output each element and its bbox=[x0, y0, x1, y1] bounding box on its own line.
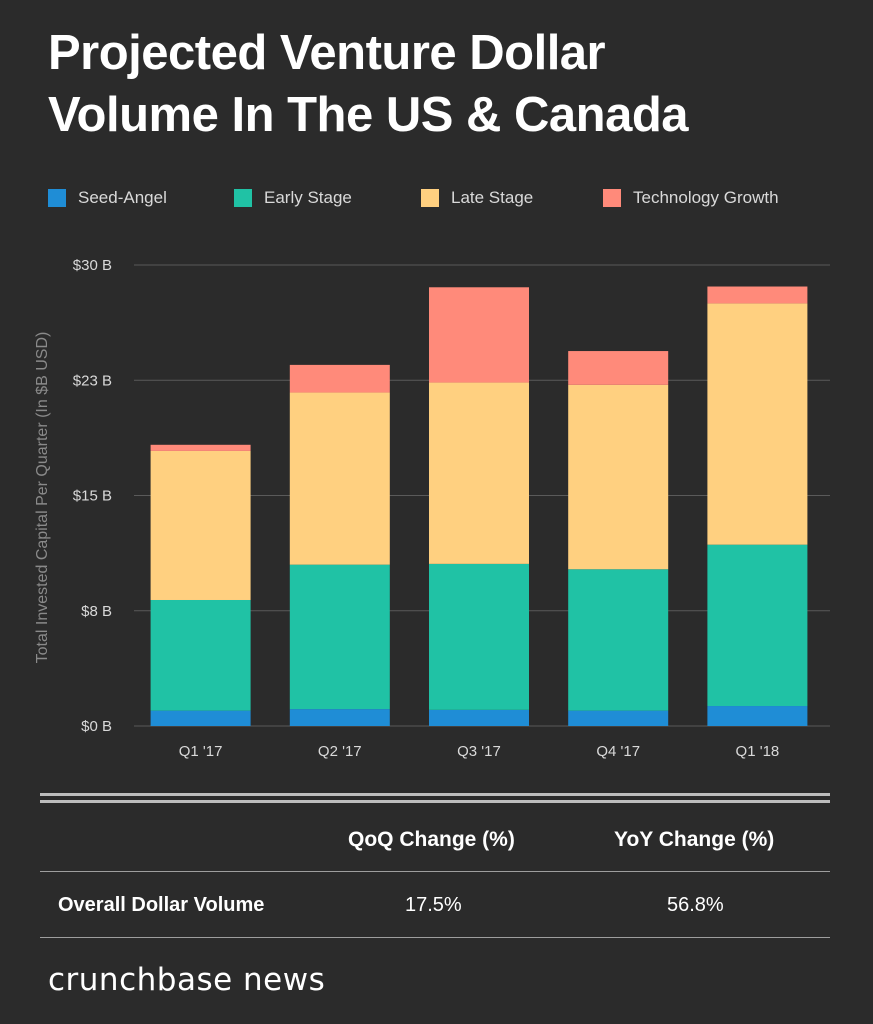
stats-divider-1 bbox=[40, 871, 830, 872]
legend-item-early-stage: Early Stage bbox=[234, 188, 352, 208]
bar-segment-late-stage bbox=[289, 392, 390, 565]
bar-segment-technology-growth bbox=[707, 286, 808, 304]
y-tick-label: $0 B bbox=[81, 718, 112, 735]
legend-label-seed-angel: Seed-Angel bbox=[78, 188, 167, 207]
legend-swatch-technology-growth bbox=[603, 189, 621, 207]
double-rule-bottom bbox=[40, 800, 830, 803]
y-tick-label: $23 B bbox=[73, 372, 112, 389]
y-tick-label: $8 B bbox=[81, 603, 112, 620]
legend: Seed-Angel Early Stage Late Stage Techno… bbox=[48, 188, 848, 212]
legend-item-seed-angel: Seed-Angel bbox=[48, 188, 167, 208]
y-tick-label: $30 B bbox=[73, 257, 112, 274]
x-tick-label: Q4 '17 bbox=[596, 743, 640, 760]
stacked-bar-chart: $0 B $8 B $15 B $23 B $30 B Total Invested Ca… bbox=[34, 257, 830, 760]
bar-segment-seed-angel bbox=[429, 709, 529, 726]
stats-value-yoy: 56.8% bbox=[667, 894, 724, 916]
y-tick-label: $15 B bbox=[73, 488, 112, 505]
legend-label-late-stage: Late Stage bbox=[451, 188, 534, 207]
bar-segment-seed-angel bbox=[568, 710, 669, 726]
bar-segment-late-stage bbox=[150, 450, 251, 600]
bar-segment-early-stage bbox=[289, 564, 390, 710]
brand-logo: crunchbase news bbox=[48, 962, 326, 998]
legend-label-early-stage: Early Stage bbox=[264, 188, 352, 207]
x-tick-label: Q1 '17 bbox=[179, 743, 223, 760]
x-tick-label: Q3 '17 bbox=[457, 743, 501, 760]
bar-segment-seed-angel bbox=[150, 710, 251, 726]
bar-segment-technology-growth bbox=[568, 351, 669, 385]
stats-divider-2 bbox=[40, 937, 830, 938]
bar-segment-seed-angel bbox=[289, 709, 390, 726]
chart-title-line-1: Projected Venture Dollar bbox=[48, 26, 606, 80]
bar-segment-technology-growth bbox=[150, 444, 251, 451]
legend-item-late-stage: Late Stage bbox=[421, 188, 533, 208]
bar-segment-technology-growth bbox=[429, 287, 529, 383]
bar-segment-early-stage bbox=[568, 569, 669, 711]
bar-segment-early-stage bbox=[707, 544, 808, 707]
x-tick-label: Q1 '18 bbox=[736, 743, 780, 760]
stats-row-label: Overall Dollar Volume bbox=[58, 894, 265, 916]
stats-header-qoq: QoQ Change (%) bbox=[348, 828, 515, 851]
bar-segment-early-stage bbox=[150, 599, 251, 711]
legend-label-technology-growth: Technology Growth bbox=[633, 188, 779, 207]
stats-header-yoy: YoY Change (%) bbox=[614, 828, 775, 851]
bar-segment-late-stage bbox=[568, 384, 669, 570]
legend-swatch-late-stage bbox=[421, 189, 439, 207]
y-axis-title: Total Invested Capital Per Quarter (In $… bbox=[34, 332, 51, 664]
legend-item-technology-growth: Technology Growth bbox=[603, 188, 779, 208]
legend-swatch-early-stage bbox=[234, 189, 252, 207]
bar-segment-late-stage bbox=[707, 303, 808, 545]
bar-segment-seed-angel bbox=[707, 706, 808, 726]
chart-title: Projected Venture Dollar Volume In The U… bbox=[48, 22, 848, 146]
double-rule-top bbox=[40, 793, 830, 796]
chart-title-line-2: Volume In The US & Canada bbox=[48, 88, 689, 142]
bar-segment-late-stage bbox=[429, 382, 529, 564]
x-tick-label: Q2 '17 bbox=[318, 743, 362, 760]
legend-swatch-seed-angel bbox=[48, 189, 66, 207]
bar-segment-early-stage bbox=[429, 563, 529, 710]
stats-value-qoq: 17.5% bbox=[405, 894, 462, 916]
bar-segment-technology-growth bbox=[289, 364, 390, 393]
